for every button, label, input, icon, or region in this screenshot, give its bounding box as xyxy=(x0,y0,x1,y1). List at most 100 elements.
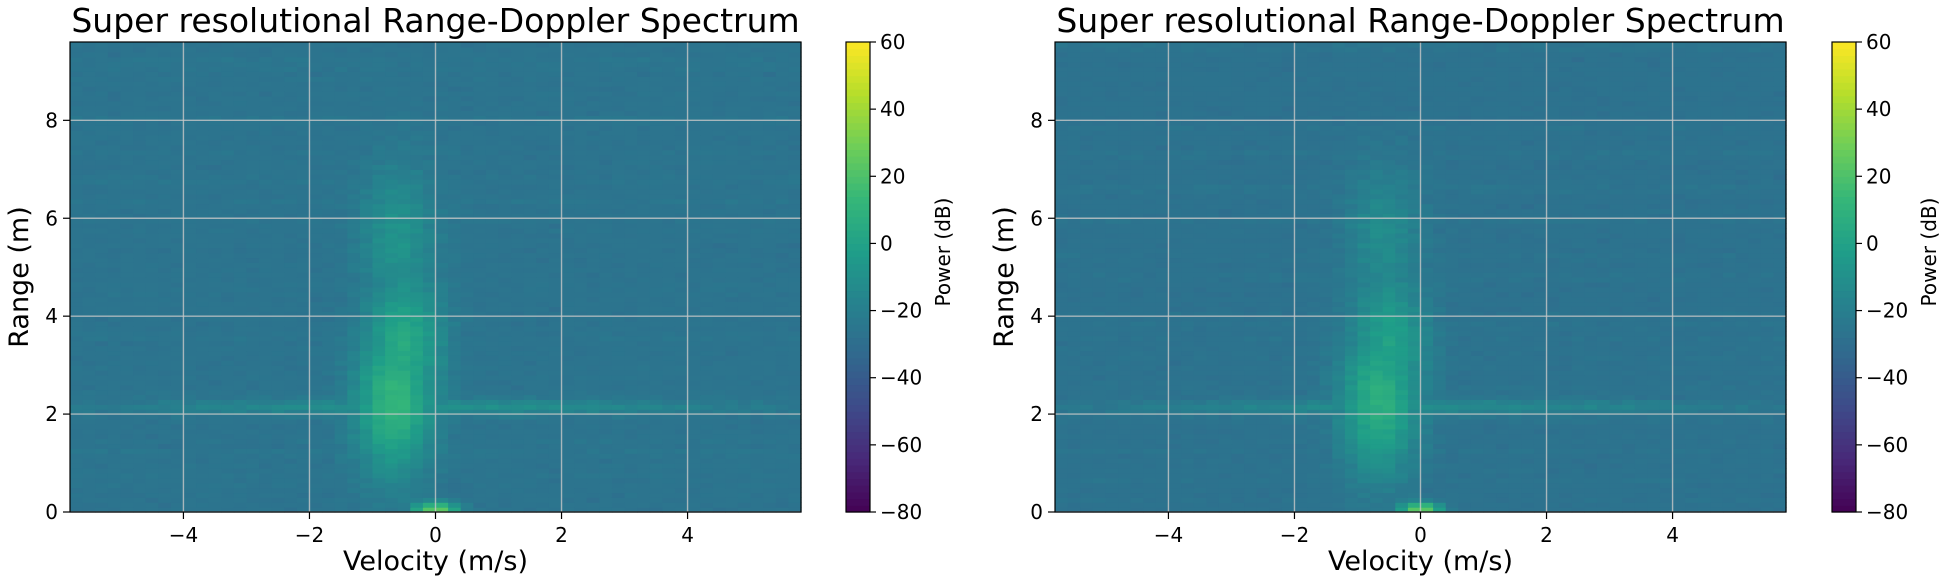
heatmap-cell xyxy=(473,316,487,322)
heatmap-cell xyxy=(448,277,462,283)
heatmap-cell xyxy=(183,183,197,190)
heatmap-cell xyxy=(624,115,638,121)
heatmap-cell xyxy=(788,174,802,180)
heatmap-cell xyxy=(334,130,348,136)
heatmap-cell xyxy=(511,193,525,200)
heatmap-cell xyxy=(208,277,222,283)
heatmap-cell xyxy=(183,242,197,249)
heatmap-cell xyxy=(422,228,437,234)
heatmap-cell xyxy=(460,321,474,327)
heatmap-cell xyxy=(763,389,777,396)
heatmap-cell xyxy=(649,472,663,479)
heatmap-cell xyxy=(107,296,122,303)
heatmap-cell xyxy=(523,281,537,288)
heatmap-cell xyxy=(687,433,701,440)
heatmap-cell xyxy=(536,360,550,366)
heatmap-cell xyxy=(763,374,777,381)
heatmap-cell xyxy=(359,384,374,391)
heatmap-cell xyxy=(637,355,651,361)
heatmap-cell xyxy=(309,272,323,278)
heatmap-cell xyxy=(700,355,714,361)
heatmap-cell xyxy=(284,144,298,151)
heatmap-cell xyxy=(725,90,739,97)
heatmap-cell xyxy=(422,154,437,161)
heatmap-cell xyxy=(347,252,361,259)
heatmap-cell xyxy=(574,463,588,469)
heatmap-cell xyxy=(599,252,613,259)
heatmap-cell xyxy=(763,218,777,224)
heatmap-cell xyxy=(649,242,663,249)
heatmap-cell xyxy=(674,139,689,146)
heatmap-cell xyxy=(574,335,588,342)
heatmap-cell xyxy=(473,321,487,327)
heatmap-cell xyxy=(246,458,260,464)
heatmap-cell xyxy=(599,350,613,356)
heatmap-cell xyxy=(372,130,386,136)
heatmap-cell xyxy=(460,365,474,371)
heatmap-cell xyxy=(284,492,298,498)
heatmap-cell xyxy=(788,267,802,273)
heatmap-cell xyxy=(322,316,336,322)
heatmap-cell xyxy=(599,365,613,371)
heatmap-cell xyxy=(624,286,638,293)
heatmap-cell xyxy=(133,198,147,205)
heatmap-cell xyxy=(259,316,273,322)
heatmap-cell xyxy=(649,135,663,141)
heatmap-cell xyxy=(485,467,500,474)
heatmap-cell xyxy=(221,272,235,278)
heatmap-cell xyxy=(473,414,487,420)
heatmap-cell xyxy=(561,247,575,254)
heatmap-cell xyxy=(687,257,701,263)
heatmap-cell xyxy=(70,277,84,283)
heatmap-cell xyxy=(611,183,626,190)
heatmap-cell xyxy=(422,487,437,494)
heatmap-cell xyxy=(233,218,248,224)
heatmap-cell xyxy=(624,301,638,307)
heatmap-cell xyxy=(737,335,752,342)
heatmap-cell xyxy=(674,252,689,259)
heatmap-cell xyxy=(737,502,752,508)
heatmap-cell xyxy=(183,438,197,445)
heatmap-cell xyxy=(775,135,789,141)
heatmap-cell xyxy=(548,482,563,489)
heatmap-cell xyxy=(208,311,222,317)
heatmap-cell xyxy=(649,365,663,371)
heatmap-cell xyxy=(422,296,437,303)
heatmap-cell xyxy=(498,399,512,405)
heatmap-cell xyxy=(208,321,222,327)
heatmap-cell xyxy=(775,164,789,170)
heatmap-cell xyxy=(422,247,437,254)
heatmap-cell xyxy=(95,458,109,464)
heatmap-cell xyxy=(435,502,449,508)
heatmap-cell xyxy=(561,438,575,445)
heatmap-cell xyxy=(712,379,726,386)
heatmap-cell xyxy=(662,335,676,342)
heatmap-cell xyxy=(372,467,386,474)
heatmap-cell xyxy=(448,223,462,229)
heatmap-cell xyxy=(523,179,537,185)
heatmap-cell xyxy=(334,135,348,141)
heatmap-cell xyxy=(737,291,752,298)
heatmap-cell xyxy=(221,438,235,445)
heatmap-cell xyxy=(435,340,449,347)
heatmap-cell xyxy=(107,325,122,332)
heatmap-cell xyxy=(359,448,374,454)
heatmap-cell xyxy=(309,418,323,425)
heatmap-cell xyxy=(359,90,374,97)
heatmap-cell xyxy=(674,188,689,195)
heatmap-cell xyxy=(372,262,386,268)
heatmap-cell xyxy=(372,203,386,210)
heatmap-cell xyxy=(687,183,701,190)
heatmap-cell xyxy=(385,208,399,214)
heatmap-cell xyxy=(687,125,701,131)
heatmap-cell xyxy=(763,340,777,347)
heatmap-cell xyxy=(448,228,462,234)
heatmap-cell xyxy=(397,208,411,214)
heatmap-cell xyxy=(422,242,437,249)
heatmap-cell xyxy=(145,252,159,259)
heatmap-cell xyxy=(95,208,109,214)
heatmap-cell xyxy=(183,379,197,386)
heatmap-cell xyxy=(448,193,462,200)
heatmap-cell xyxy=(196,394,210,400)
heatmap-cell xyxy=(271,321,285,327)
